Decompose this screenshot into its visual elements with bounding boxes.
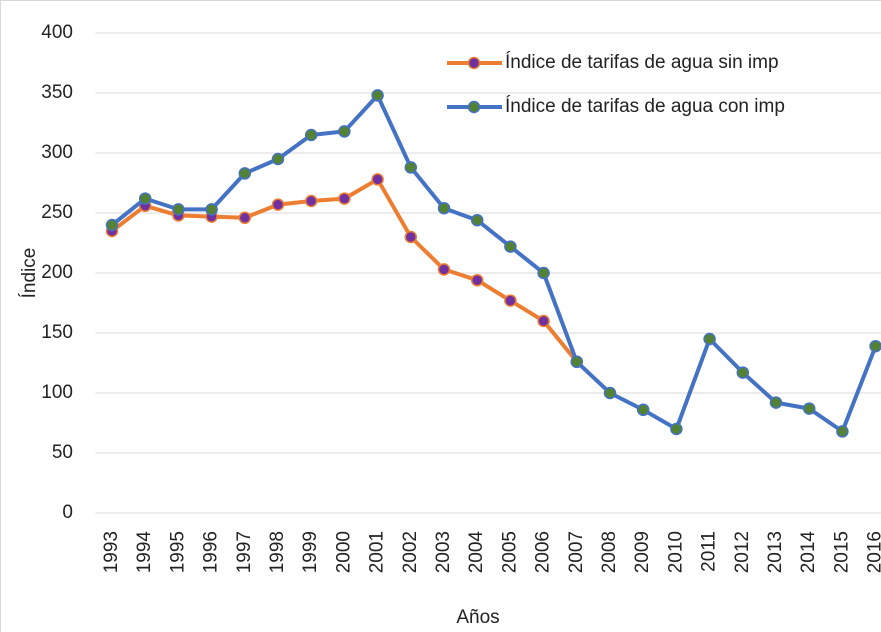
point — [105, 218, 119, 232]
point — [271, 198, 285, 211]
point — [404, 230, 418, 244]
x-tick-label: 2015 — [831, 531, 852, 573]
x-tick-label: 1996 — [201, 531, 222, 573]
point — [338, 125, 351, 138]
x-tick-label: 2009 — [632, 531, 653, 573]
y-axis-label: Índice — [19, 248, 40, 299]
x-tick-label: 2005 — [499, 531, 520, 573]
point — [570, 355, 584, 369]
point — [338, 192, 351, 205]
x-tick-label: 2011 — [699, 531, 720, 572]
x-tick-label: 2008 — [599, 531, 620, 573]
x-tick-label: 2002 — [400, 531, 421, 573]
point — [371, 173, 384, 186]
point — [238, 211, 252, 225]
x-tick-label: 1998 — [267, 531, 288, 573]
point — [172, 203, 185, 216]
x-tick-label: 2007 — [566, 531, 587, 573]
x-tick-label: 1997 — [234, 531, 255, 573]
x-tick-label: 1995 — [167, 531, 188, 573]
point — [736, 366, 750, 379]
point — [836, 425, 849, 438]
point — [271, 152, 285, 166]
legend-label: Índice de tarifas de agua con imp — [505, 96, 785, 117]
point — [537, 266, 550, 280]
point — [670, 422, 683, 436]
point — [238, 167, 252, 180]
y-tick-label: 150 — [41, 322, 73, 343]
x-tick-label: 1999 — [300, 531, 321, 573]
y-tick-label: 50 — [52, 442, 73, 463]
x-tick-label: 2001 — [367, 531, 388, 573]
x-tick-label: 2004 — [466, 531, 487, 574]
point — [603, 386, 617, 400]
x-tick-label: 1993 — [101, 531, 122, 573]
point — [470, 273, 484, 287]
legend-marker — [467, 100, 481, 114]
point — [304, 194, 318, 208]
point — [636, 403, 650, 417]
point — [802, 402, 816, 415]
x-tick-label: 2013 — [765, 531, 786, 573]
x-tick-label: 2016 — [865, 531, 881, 573]
point — [304, 128, 318, 142]
series-line — [110, 93, 878, 434]
point — [404, 161, 418, 174]
x-tick-label: 1994 — [134, 531, 155, 574]
x-tick-label: 2000 — [333, 531, 354, 573]
point — [437, 201, 451, 215]
point — [138, 192, 152, 205]
x-tick-label: 2010 — [665, 531, 686, 573]
y-tick-label: 200 — [41, 262, 73, 283]
x-tick-label: 2014 — [798, 531, 819, 574]
x-axis-label: Años — [456, 607, 499, 628]
point — [703, 332, 716, 346]
y-tick-label: 100 — [41, 382, 73, 403]
point — [537, 314, 550, 328]
point — [504, 294, 517, 307]
y-tick-label: 350 — [41, 82, 73, 103]
point — [769, 396, 783, 409]
point — [437, 263, 451, 276]
point — [371, 89, 384, 102]
legend-marker — [467, 56, 481, 70]
x-tick-label: 2006 — [533, 531, 554, 573]
x-tick-label: 2012 — [732, 531, 753, 573]
point — [470, 213, 484, 227]
y-tick-label: 250 — [41, 202, 73, 223]
y-tick-label: 0 — [62, 502, 73, 523]
x-tick-label: 2003 — [433, 531, 454, 573]
y-tick-label: 300 — [41, 142, 73, 163]
point — [504, 240, 517, 253]
point — [205, 203, 218, 216]
point — [869, 339, 881, 353]
y-tick-label: 400 — [41, 22, 73, 43]
legend-label: Índice de tarifas de agua sin imp — [505, 52, 779, 73]
